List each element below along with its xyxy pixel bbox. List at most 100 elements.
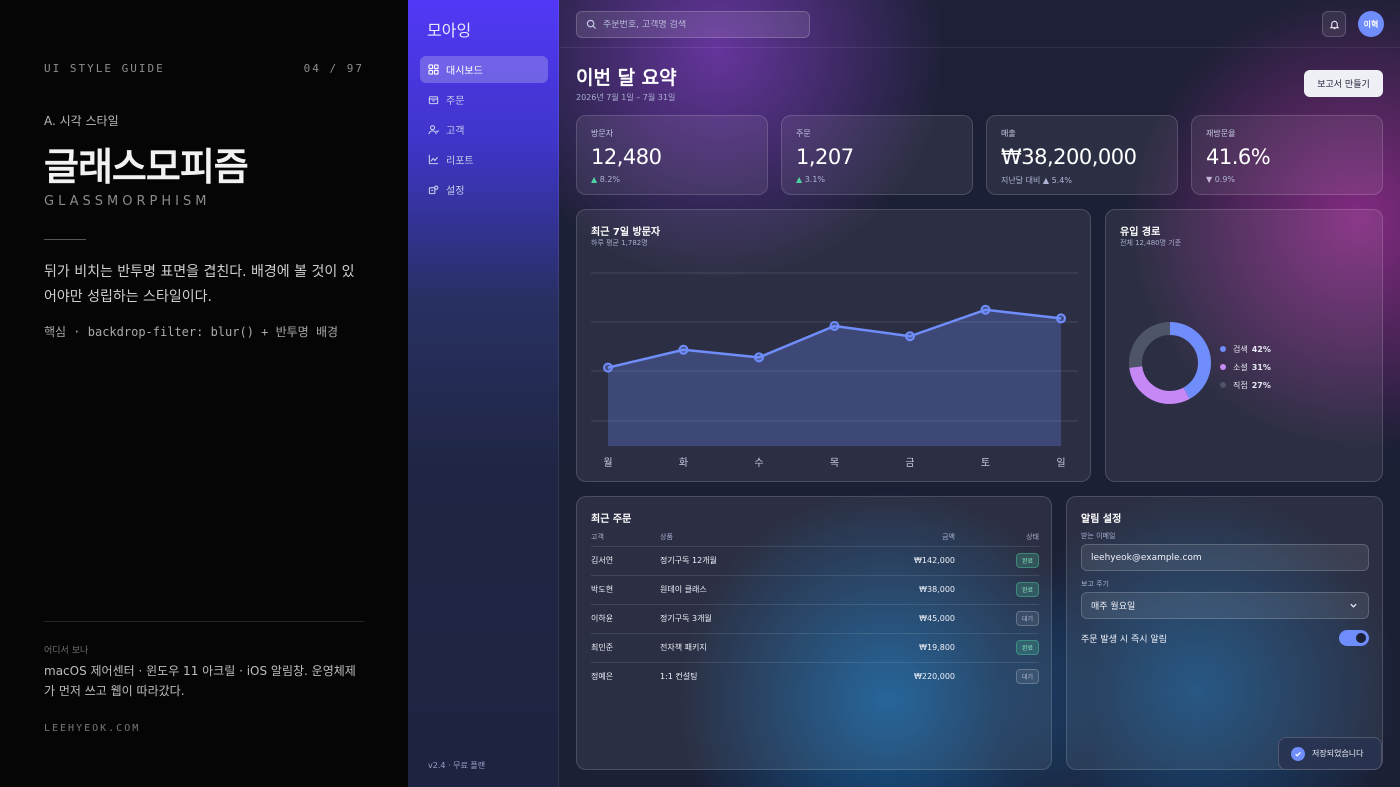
product-cell: 전자책 패키지 (660, 632, 840, 662)
legend-item-direct: 직접 27% (1220, 376, 1271, 394)
table-row[interactable]: 박도현 원데이 클래스 ₩38,000 완료 (591, 574, 1039, 604)
x-tick-label: 일 (1056, 457, 1065, 469)
table-row[interactable]: 이하윤 정기구독 3개월 ₩45,000 대기 (591, 603, 1039, 633)
sidebar-item-reports[interactable]: 리포트 (420, 146, 548, 173)
product-cell: 정기구독 12개월 (660, 545, 840, 575)
guide-title-english: GLASSMORPHISM (44, 194, 211, 209)
instant-alert-toggle[interactable] (1339, 630, 1369, 646)
kpi-value: 12,480 (591, 145, 662, 169)
amount-cell: ₩142,000 (840, 545, 955, 575)
card-subtitle: 전체 12,480명 기준 (1120, 239, 1182, 247)
email-field[interactable]: leehyeok@example.com (1081, 544, 1369, 571)
kpi-delta: ▲ 3.1% (796, 175, 825, 184)
app-logo[interactable]: 모아잉 (427, 21, 472, 40)
kpi-delta-value: 5.4% (1051, 176, 1072, 185)
status-cell: 완료 (955, 545, 1039, 575)
amount-cell: ₩220,000 (840, 661, 955, 691)
product-cell: 정기구독 3개월 (660, 603, 840, 633)
arrow-down-icon: ▼ (1206, 175, 1213, 184)
table-row[interactable]: 최민준 전자책 패키지 ₩19,800 완료 (591, 632, 1039, 662)
grid-icon (428, 64, 439, 75)
toast-message: 저장되었습니다 (1312, 749, 1364, 758)
arrow-up-icon: ▲ (796, 175, 803, 184)
data-point-목 (829, 320, 840, 331)
instant-alert-label: 주문 발생 시 즉시 알림 (1081, 635, 1167, 645)
traffic-source-card: 유입 경로 전체 12,480명 기준 검색 42% 소셜 31% 직접 27% (1105, 209, 1383, 482)
recent-orders-card: 최근 주문 고객 상품 금액 상태 김서연 정기구독 12개월 ₩142,000… (576, 496, 1052, 770)
table-row[interactable]: 정예은 1:1 컨설팅 ₩220,000 대기 (591, 661, 1039, 691)
customer-cell: 이하윤 (591, 603, 660, 633)
data-point-토 (980, 304, 991, 315)
status-badge: 완료 (1015, 582, 1039, 597)
chart-area-fill (608, 309, 1061, 446)
sidebar-item-customers[interactable]: 고객 (420, 116, 548, 143)
status-badge: 완료 (1015, 640, 1039, 655)
user-icon (428, 125, 439, 135)
x-tick-label: 금 (905, 457, 914, 469)
x-tick-label: 화 (679, 457, 688, 469)
status-cell: 대기 (955, 661, 1039, 691)
status-badge: 대기 (1015, 669, 1039, 685)
donut-slice-소셜 (1129, 322, 1211, 404)
guide-where-label: 어디서 보나 (44, 646, 89, 656)
arrow-up-icon: ▲ (591, 175, 598, 184)
cycle-label: 보고 주기 (1081, 580, 1109, 588)
sidebar-nav: 대시보드 주문 고객 리포트 설정 (420, 56, 548, 206)
amount-cell: ₩19,800 (840, 632, 955, 662)
user-avatar[interactable]: 이혁 (1358, 11, 1384, 37)
sidebar-item-orders[interactable]: 주문 (420, 86, 548, 113)
kpi-label: 재방문율 (1206, 129, 1236, 138)
customer-cell: 최민준 (591, 632, 660, 662)
sidebar-item-label: 리포트 (446, 156, 474, 167)
sidebar-item-dashboard[interactable]: 대시보드 (420, 56, 548, 83)
report-cycle-select[interactable]: 매주 월요일 (1081, 592, 1369, 619)
email-value: leehyeok@example.com (1091, 552, 1202, 563)
column-header: 고객 (591, 532, 604, 541)
saved-toast: 저장되었습니다 (1278, 737, 1382, 770)
sidebar-item-label: 주문 (446, 96, 465, 107)
data-point-월 (603, 362, 613, 373)
style-guide-panel: UI STYLE GUIDE 04 / 97 A. 시각 스타일 글래스모피즘 … (0, 0, 408, 787)
kpi-card-return-rate: 재방문율 41.6% ▼ 0.9% (1191, 115, 1383, 195)
legend-name: 소셜 (1233, 362, 1248, 372)
chart-icon (428, 154, 439, 165)
guide-site-link[interactable]: LEEHYEOK.COM (44, 723, 141, 734)
create-report-button[interactable]: 보고서 만들기 (1304, 70, 1383, 97)
card-title: 알림 설정 (1081, 514, 1122, 525)
product-cell: 원데이 클래스 (660, 574, 840, 604)
sidebar-item-label: 설정 (446, 186, 465, 197)
kpi-delta: ▲ 8.2% (591, 175, 620, 184)
status-cell: 완료 (955, 574, 1039, 604)
kpi-label: 주문 (796, 129, 811, 138)
dashboard-app: 모아잉 대시보드 주문 고객 리포트 설정 v2.4 · 무료 (408, 0, 1400, 787)
search-box[interactable] (576, 11, 810, 38)
cycle-value: 매주 월요일 (1091, 602, 1136, 612)
sidebar: 모아잉 대시보드 주문 고객 리포트 설정 v2.4 · 무료 (408, 0, 559, 787)
x-tick-label: 목 (830, 457, 839, 469)
kpi-value: 41.6% (1206, 145, 1271, 169)
plan-version: v2.4 · 무료 플랜 (428, 761, 486, 770)
chevron-down-icon (1350, 603, 1357, 608)
sidebar-item-settings[interactable]: 설정 (420, 176, 548, 203)
gear-icon (428, 185, 439, 195)
toggle-knob (1356, 633, 1366, 643)
x-tick-label: 월 (603, 457, 612, 469)
table-row[interactable]: 김서연 정기구독 12개월 ₩142,000 완료 (591, 545, 1039, 575)
box-icon (428, 96, 439, 105)
notifications-button[interactable] (1322, 11, 1346, 37)
orders-table: 고객 상품 금액 상태 김서연 정기구독 12개월 ₩142,000 완료 박도… (591, 528, 1039, 691)
legend-pct: 31% (1251, 362, 1271, 372)
status-badge: 대기 (1015, 611, 1039, 626)
card-title: 유입 경로 (1120, 227, 1161, 238)
chart-series-line (607, 308, 1062, 369)
search-input[interactable] (603, 19, 793, 30)
amount-cell: ₩45,000 (840, 603, 955, 633)
guide-core-note: 핵심 · backdrop-filter: blur() + 반투명 배경 (44, 325, 339, 339)
data-point-화 (678, 344, 689, 355)
card-title: 최근 주문 (591, 514, 632, 525)
visitors-chart-card: 최근 7일 방문자 하루 평균 1,782명 월 화 수 목 금 토 일 (576, 209, 1091, 482)
table-header-row: 고객 상품 금액 상태 (591, 528, 1039, 546)
customer-cell: 박도현 (591, 574, 660, 604)
legend-dot (1220, 382, 1226, 388)
